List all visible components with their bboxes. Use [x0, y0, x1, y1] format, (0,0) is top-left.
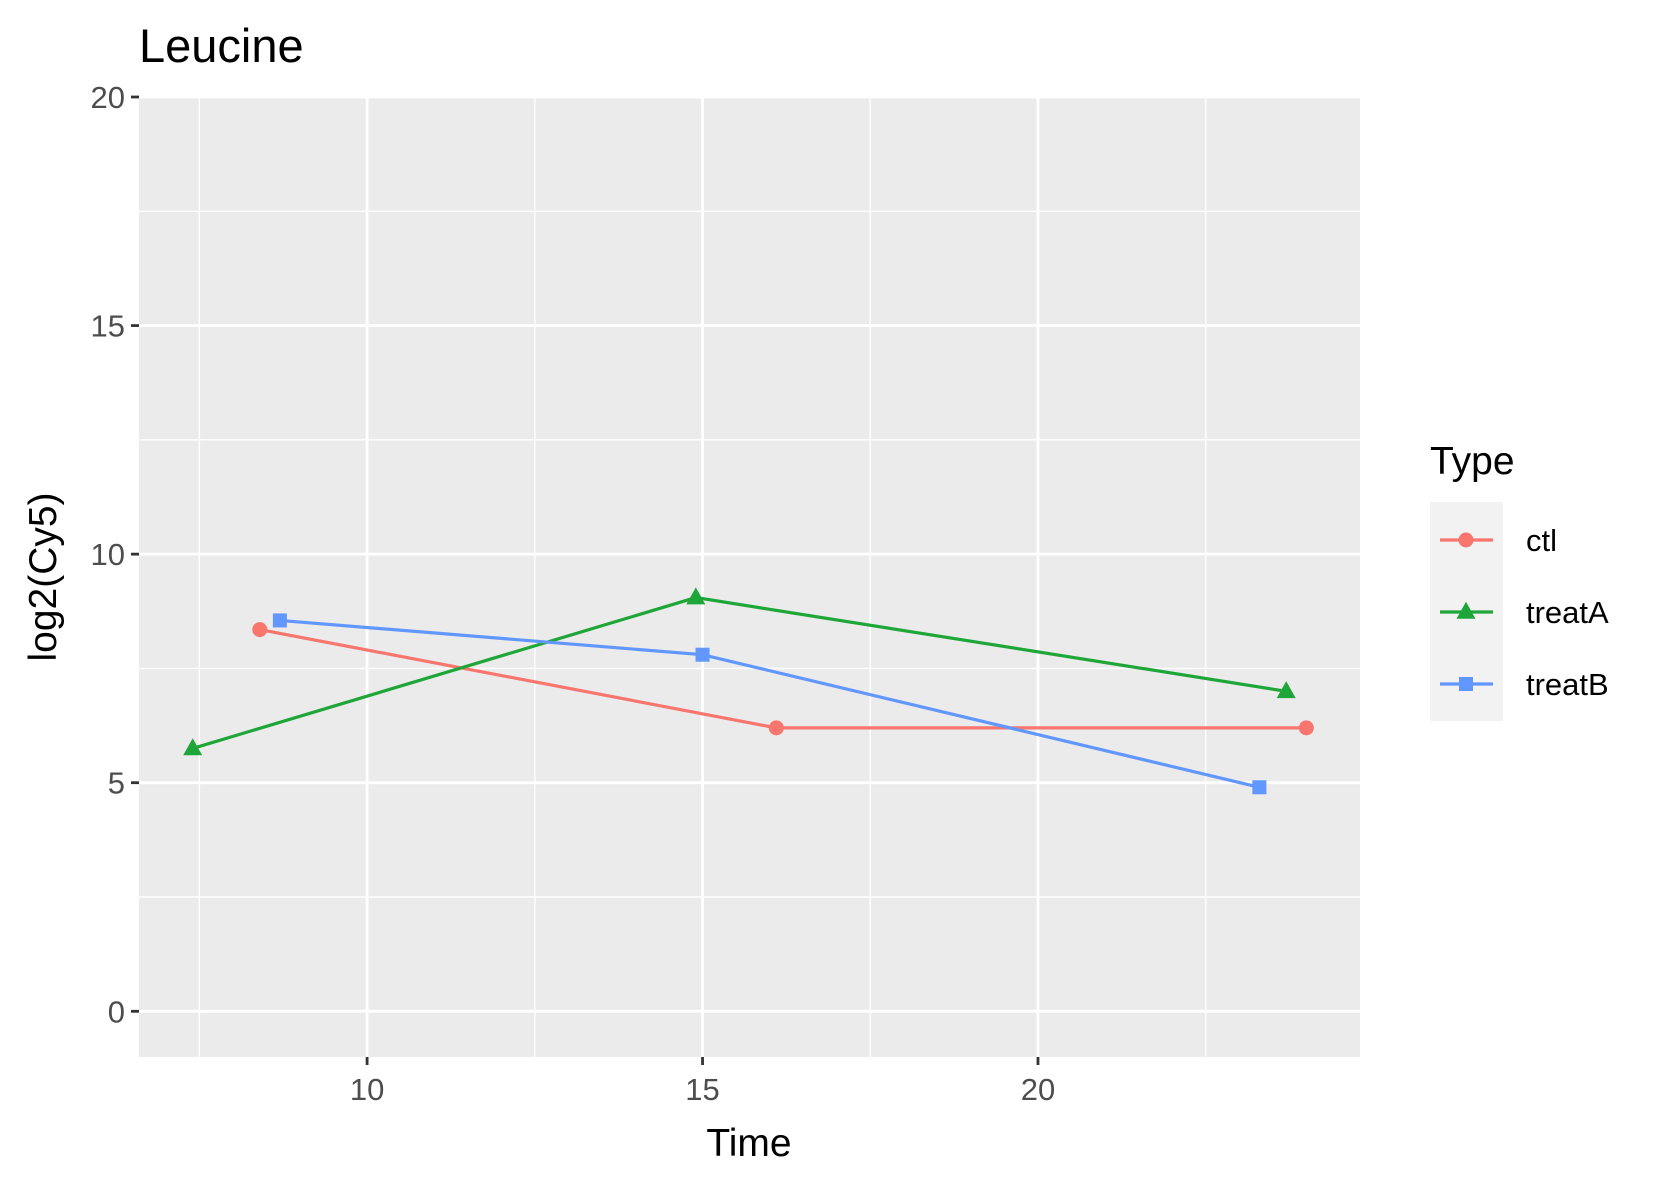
data-point-treatA [183, 738, 203, 756]
plot-panel [139, 97, 1360, 1057]
major-gridlines [139, 95, 1360, 1057]
data-point-treatA [686, 587, 706, 605]
axes-layer: 10 15 20 0 5 10 15 20 [91, 80, 1056, 1107]
y-tick-label: 5 [108, 766, 125, 801]
data-point-ctl [1298, 720, 1314, 736]
legend-key-marker-ctl [1458, 532, 1474, 548]
data-point-treatB [695, 647, 710, 662]
x-tick-label: 15 [685, 1072, 719, 1107]
legend-label-ctl: ctl [1526, 523, 1557, 558]
series-layer [183, 587, 1314, 795]
x-axis-title: Time [706, 1122, 791, 1165]
legend: Type ctl treatA treatB [1430, 440, 1609, 721]
data-point-treatB [1252, 780, 1267, 795]
y-tick-label: 20 [91, 80, 125, 115]
legend-items: ctl treatA treatB [1440, 523, 1609, 702]
data-point-treatB [272, 613, 287, 628]
legend-label-treatA: treatA [1526, 595, 1609, 630]
data-point-treatA [1276, 681, 1296, 699]
chart-title: Leucine [139, 19, 304, 72]
y-axis-title: log2(Cy5) [22, 492, 65, 661]
x-tick-label: 10 [350, 1072, 384, 1107]
y-tick-label: 15 [91, 309, 125, 344]
minor-gridlines [139, 97, 1360, 1057]
legend-title: Type [1430, 440, 1515, 483]
data-point-ctl [252, 622, 268, 638]
y-tick-label: 10 [91, 537, 125, 572]
x-tick-label: 20 [1021, 1072, 1055, 1107]
legend-label-treatB: treatB [1526, 667, 1609, 702]
legend-key-marker-treatB [1459, 677, 1473, 691]
y-tick-label: 0 [108, 994, 125, 1029]
data-point-ctl [768, 720, 784, 736]
legend-key-marker-treatA [1456, 601, 1476, 619]
